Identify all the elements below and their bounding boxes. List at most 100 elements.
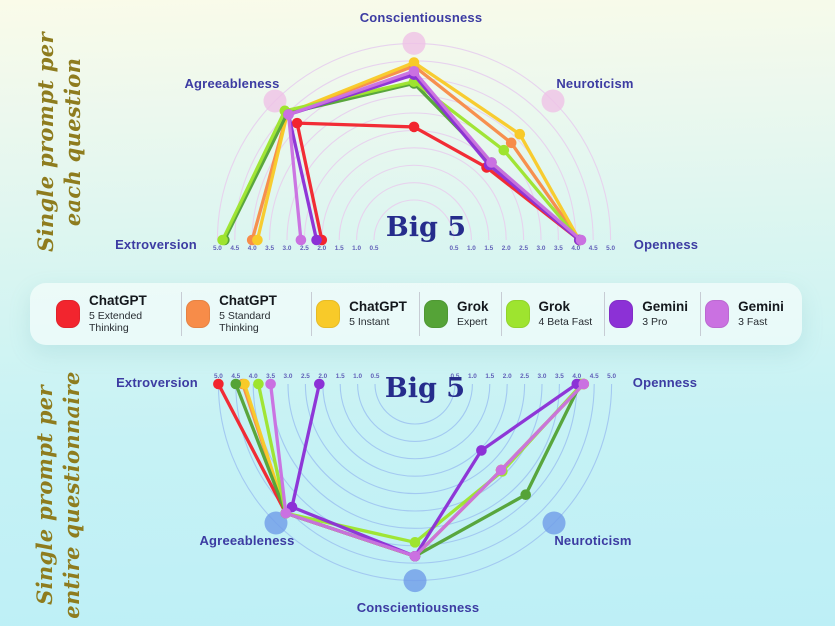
- tick-label: 2.5: [520, 373, 529, 380]
- data-point: [239, 378, 250, 390]
- tick-label: 1.0: [468, 373, 477, 380]
- axis-label-openness: Openness: [634, 237, 698, 252]
- data-point: [408, 121, 420, 133]
- radar-chart-up: 0.5 0.5 1.0 1.0 1.5 1.5 2.0 2.0 2.5 2.5 3.0 3.0 3.5 3…: [115, 10, 698, 252]
- tick-label: 4.0: [572, 373, 581, 380]
- tick-label: 1.5: [335, 245, 344, 252]
- center-label-big5: Big 5: [386, 212, 466, 243]
- legend-model-name: Gemini: [642, 299, 689, 315]
- legend-swatch: [316, 300, 341, 328]
- tick-label: 1.5: [485, 373, 494, 380]
- data-point: [253, 378, 264, 390]
- data-point: [409, 537, 421, 548]
- data-point: [505, 137, 517, 149]
- legend-item-grok-expert: Grok Expert: [420, 292, 502, 336]
- data-point: [514, 128, 526, 140]
- tick-label: 2.0: [318, 373, 327, 380]
- grid-ring: [322, 383, 508, 477]
- legend-model-name: ChatGPT: [89, 293, 147, 309]
- tick-label: 5.0: [213, 245, 222, 252]
- axis-end-marker-agreeableness: [263, 89, 287, 113]
- axis-end-marker-conscientiousness: [403, 569, 427, 593]
- tick-label: 2.5: [301, 373, 310, 380]
- legend-swatch: [186, 300, 211, 328]
- tick-label: 3.5: [554, 245, 563, 252]
- series-gemini-3-fast: [283, 65, 587, 246]
- data-point: [265, 378, 276, 390]
- data-point: [409, 550, 421, 562]
- tick-label: 3.0: [283, 245, 292, 252]
- tick-label: 0.5: [371, 373, 380, 380]
- data-point: [486, 157, 497, 168]
- tick-label: 3.0: [538, 373, 547, 380]
- axis-label-extroversion: Extroversion: [116, 375, 198, 390]
- grid-ring: [339, 383, 491, 460]
- tick-label: 1.5: [484, 245, 493, 252]
- radar-chart-down: 0.5 0.5 1.0 1.0 1.5 1.5 2.0 2.0 2.5 2.5 3.0 3.0 3.5 3…: [116, 373, 697, 615]
- axis-end-marker-neuroticism: [542, 511, 566, 535]
- tick-label: 2.0: [317, 245, 326, 252]
- tick-label: 1.0: [353, 373, 362, 380]
- legend-item-grok-4-beta-fast: Grok 4 Beta Fast: [502, 292, 606, 336]
- data-point: [575, 234, 587, 246]
- legend-model-variant: 4 Beta Fast: [538, 315, 593, 328]
- center-label-big5: Big 5: [385, 373, 465, 404]
- legend-model-name: ChatGPT: [349, 299, 407, 315]
- tick-label: 3.0: [284, 373, 293, 380]
- axis-end-marker-agreeableness: [264, 511, 288, 535]
- series-gemini-3-fast: [265, 378, 590, 562]
- legend-model-name: Grok: [538, 299, 571, 315]
- axis-label-openness: Openness: [633, 375, 697, 390]
- data-point: [476, 445, 487, 456]
- legend-model-variant: 3 Pro: [642, 315, 668, 328]
- data-point: [213, 378, 224, 390]
- legend-model-variant: 3 Fast: [738, 315, 768, 328]
- legend-model-variant: 5 Instant: [349, 315, 390, 328]
- axis-label-conscientiousness: Conscientiousness: [357, 600, 480, 615]
- tick-label: 3.5: [555, 373, 564, 380]
- grid-ring: [338, 164, 490, 241]
- tick-label: 3.5: [265, 245, 274, 252]
- grid-ring: [321, 147, 507, 241]
- legend-model-variant: Expert: [456, 315, 488, 328]
- legend-item-chatgpt-5-extended-thinking: ChatGPT 5 Extended Thinking: [52, 292, 183, 336]
- tick-label: 5.0: [607, 373, 616, 380]
- data-point: [520, 489, 532, 501]
- tick-label: 4.5: [231, 373, 240, 380]
- grid-ring: [304, 383, 526, 495]
- tick-label: 4.0: [249, 373, 258, 380]
- legend-item-gemini-3-fast: Gemini 3 Fast: [701, 292, 796, 336]
- tick-label: 5.0: [214, 373, 223, 380]
- series-line: [242, 382, 586, 558]
- data-point: [280, 507, 292, 519]
- data-point: [495, 464, 507, 476]
- data-point: [498, 144, 510, 156]
- legend-swatch: [609, 300, 634, 328]
- data-point: [217, 234, 228, 246]
- data-point: [230, 378, 242, 390]
- grid-ring: [286, 112, 542, 241]
- tick-label: 2.0: [502, 245, 511, 252]
- axis-label-conscientiousness: Conscientiousness: [360, 10, 483, 25]
- series-line: [234, 382, 582, 558]
- axis-label-neuroticism: Neuroticism: [556, 76, 633, 91]
- axis-label-extroversion: Extroversion: [115, 237, 197, 252]
- tick-label: 2.5: [300, 245, 309, 252]
- tick-label: 4.0: [248, 245, 257, 252]
- tick-label: 1.0: [352, 245, 361, 252]
- tick-label: 0.5: [451, 373, 460, 380]
- legend-model-name: Gemini: [738, 299, 784, 315]
- axis-label-agreeableness: Agreeableness: [184, 76, 279, 91]
- legend-swatch: [56, 300, 80, 328]
- data-point: [408, 57, 420, 68]
- axis-end-marker-neuroticism: [541, 89, 565, 113]
- data-point: [283, 109, 294, 120]
- tick-label: 4.5: [590, 373, 599, 380]
- legend-model-variant: 5 Extended Thinking: [89, 309, 143, 335]
- data-point: [311, 234, 322, 246]
- tick-label: 0.5: [370, 245, 379, 252]
- axis-end-marker-conscientiousness: [402, 31, 426, 55]
- grid-ring: [374, 383, 456, 425]
